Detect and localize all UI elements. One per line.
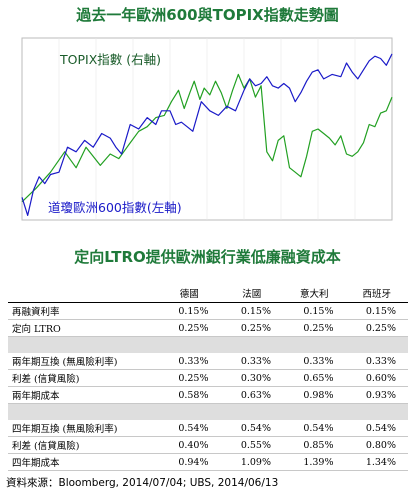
row-label: 四年期互換 (無風險利率) — [8, 420, 158, 437]
row-value: 0.60% — [345, 369, 408, 387]
row-value: 0.54% — [345, 420, 408, 437]
table-gap-row — [8, 336, 408, 353]
row-value: 0.85% — [283, 436, 346, 454]
row-value: 0.25% — [158, 369, 221, 387]
funding-cost-table: 德國 法國 意大利 西班牙 再融資利率 0.15% 0.15% 0.15% 0.15% 定… — [8, 284, 408, 471]
row-label: 四年期成本 — [8, 453, 158, 471]
row-value: 1.34% — [345, 453, 408, 471]
row-label: 兩年期互換 (無風險利率) — [8, 353, 158, 370]
row-value: 0.58% — [158, 386, 221, 404]
row-label: 兩年期成本 — [8, 386, 158, 404]
table-header-row: 德國 法國 意大利 西班牙 — [8, 284, 408, 303]
table-row: 定向 LTRO 0.25% 0.25% 0.25% 0.25% — [8, 319, 408, 337]
header-germany: 德國 — [179, 289, 199, 300]
header-label-cell — [8, 284, 158, 303]
row-value: 0.65% — [283, 369, 346, 387]
row-value: 1.09% — [220, 453, 283, 471]
row-value: 0.98% — [283, 386, 346, 404]
table-row: 兩年期成本 0.58% 0.63% 0.98% 0.93% — [8, 386, 408, 404]
header-france: 法國 — [242, 289, 262, 300]
row-value: 0.40% — [158, 436, 221, 454]
table-row: 再融資利率 0.15% 0.15% 0.15% 0.15% — [8, 302, 408, 320]
chart-title: 過去一年歐洲600與TOPIX指數走勢圖 — [76, 6, 339, 24]
gap-band — [8, 403, 408, 420]
table-body: 再融資利率 0.15% 0.15% 0.15% 0.15% 定向 LTRO 0.25% 0.2… — [8, 302, 408, 471]
row-value: 0.15% — [283, 302, 346, 320]
row-value: 0.25% — [345, 319, 408, 337]
row-value: 0.94% — [158, 453, 221, 471]
row-value: 0.33% — [158, 353, 221, 370]
topix-series-line — [21, 73, 393, 203]
source-note: 資料來源：Bloomberg, 2014/07/04; UBS, 2014/06… — [6, 477, 279, 489]
row-value: 0.25% — [158, 319, 221, 337]
table-row: 四年期成本 0.94% 1.09% 1.39% 1.34% — [8, 453, 408, 471]
stoxx600-series-line — [21, 53, 393, 216]
row-value: 1.39% — [283, 453, 346, 471]
row-value: 0.80% — [345, 436, 408, 454]
row-value: 0.33% — [283, 353, 346, 370]
gap-band — [8, 336, 408, 353]
row-label: 定向 LTRO — [8, 319, 158, 337]
row-label: 再融資利率 — [8, 302, 158, 320]
row-value: 0.93% — [345, 386, 408, 404]
row-value: 0.15% — [345, 302, 408, 320]
row-value: 0.33% — [220, 353, 283, 370]
row-value: 0.63% — [220, 386, 283, 404]
row-value: 0.54% — [283, 420, 346, 437]
row-value: 0.55% — [220, 436, 283, 454]
row-value: 0.33% — [345, 353, 408, 370]
table-row: 兩年期互換 (無風險利率) 0.33% 0.33% 0.33% 0.33% — [8, 353, 408, 370]
chart-grid — [21, 37, 393, 221]
header-spain: 西班牙 — [362, 289, 391, 300]
header-italy: 意大利 — [299, 289, 329, 300]
row-value: 0.15% — [158, 302, 221, 320]
table-title: 定向LTRO提供歐洲銀行業低廉融資成本 — [74, 248, 341, 266]
row-value: 0.15% — [220, 302, 283, 320]
table-gap-row — [8, 403, 408, 420]
table-row: 利差 (信貸風險) 0.25% 0.30% 0.65% 0.60% — [8, 369, 408, 387]
table-row: 四年期互換 (無風險利率) 0.54% 0.54% 0.54% 0.54% — [8, 420, 408, 437]
row-value: 0.54% — [158, 420, 221, 437]
chart-lines — [21, 53, 393, 216]
row-label: 利差 (信貸風險) — [8, 369, 158, 387]
row-value: 0.30% — [220, 369, 283, 387]
row-value: 0.25% — [283, 319, 346, 337]
stoxx-annotation: 道瓊歐洲600指數(左軸) — [48, 200, 182, 215]
row-label: 利差 (信貸風險) — [8, 436, 158, 454]
topix-annotation: TOPIX指數 (右軸) — [59, 52, 161, 67]
table-row: 利差 (信貸風險) 0.40% 0.55% 0.85% 0.80% — [8, 436, 408, 454]
index-chart: TOPIX指數 (右軸) 道瓊歐洲600指數(左軸) — [0, 28, 415, 244]
row-value: 0.54% — [220, 420, 283, 437]
row-value: 0.25% — [220, 319, 283, 337]
